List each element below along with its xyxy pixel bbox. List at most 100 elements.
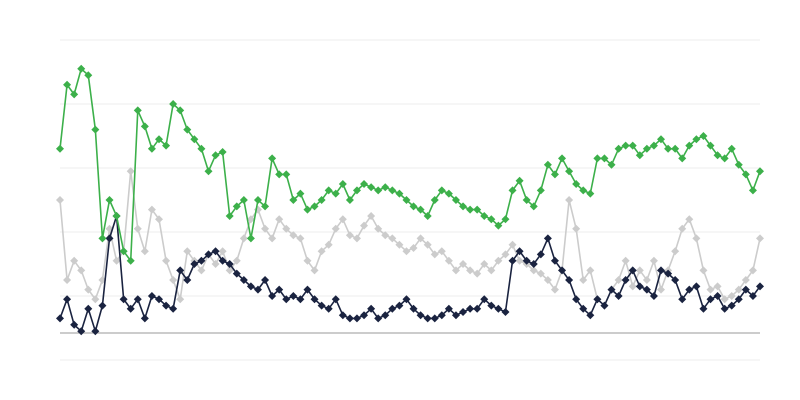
series (56, 64, 764, 265)
series-line (59, 215, 761, 335)
marker (480, 212, 489, 220)
marker (621, 141, 630, 150)
marker (741, 285, 750, 294)
marker (91, 295, 100, 304)
marker (706, 295, 715, 304)
marker (550, 256, 559, 265)
marker (338, 215, 347, 224)
marker (699, 266, 708, 275)
marker (275, 285, 284, 294)
marker (289, 292, 298, 300)
marker (416, 205, 425, 214)
marker (169, 304, 178, 313)
marker (600, 301, 609, 310)
marker (395, 301, 404, 310)
marker (607, 160, 616, 169)
marker (692, 234, 701, 243)
marker (423, 240, 432, 249)
marker (649, 141, 658, 150)
marker (381, 231, 390, 240)
marker (501, 250, 510, 259)
marker (720, 154, 729, 163)
marker (657, 285, 666, 294)
marker (190, 260, 199, 268)
marker (345, 231, 354, 240)
marker (352, 234, 361, 243)
plot-area (56, 64, 764, 336)
marker (77, 64, 86, 73)
marker (91, 125, 100, 134)
marker (253, 285, 262, 294)
marker (239, 196, 248, 204)
marker (522, 256, 531, 265)
marker (232, 256, 241, 265)
marker (176, 295, 185, 304)
marker (416, 311, 425, 320)
marker (126, 167, 135, 176)
marker (204, 167, 213, 176)
marker (614, 144, 623, 153)
marker (741, 276, 750, 284)
marker (550, 170, 559, 179)
marker (734, 160, 743, 169)
marker (607, 285, 616, 294)
marker (289, 231, 298, 240)
marker (84, 304, 93, 313)
marker (451, 311, 460, 320)
marker (317, 247, 326, 256)
marker (600, 154, 609, 163)
marker (494, 256, 503, 265)
marker (430, 196, 439, 204)
marker (268, 234, 277, 243)
series-line (59, 171, 761, 307)
marker (586, 311, 595, 320)
marker (748, 292, 757, 300)
marker (119, 247, 128, 256)
marker (515, 256, 524, 265)
marker (473, 205, 482, 214)
marker (437, 247, 446, 256)
marker (56, 314, 64, 323)
marker (734, 285, 743, 294)
marker (423, 212, 432, 220)
marker (678, 154, 687, 163)
marker (699, 132, 708, 140)
marker (296, 295, 305, 304)
marker (642, 144, 651, 153)
marker (543, 234, 552, 243)
marker (126, 304, 135, 313)
marker (437, 186, 446, 195)
marker (727, 292, 736, 300)
marker (572, 295, 581, 304)
marker (183, 247, 192, 256)
marker (197, 256, 206, 265)
marker (239, 234, 248, 243)
marker (303, 285, 312, 294)
marker (649, 292, 658, 300)
marker (558, 154, 567, 163)
marker (70, 320, 79, 329)
marker (572, 224, 581, 233)
marker (310, 295, 319, 304)
marker (105, 196, 114, 204)
marker (522, 196, 531, 204)
marker (734, 295, 743, 304)
marker (423, 314, 432, 323)
marker (706, 141, 715, 150)
series-line (59, 67, 761, 264)
marker (501, 215, 510, 224)
marker (487, 301, 496, 310)
marker (296, 189, 305, 198)
marker (416, 234, 425, 243)
marker (310, 202, 319, 211)
marker (642, 276, 651, 284)
marker (685, 215, 694, 224)
marker (487, 266, 496, 275)
marker (70, 90, 79, 99)
marker (331, 295, 340, 304)
marker (282, 224, 291, 233)
marker (671, 247, 680, 256)
marker (756, 234, 764, 243)
marker (692, 282, 701, 291)
marker (147, 144, 156, 153)
